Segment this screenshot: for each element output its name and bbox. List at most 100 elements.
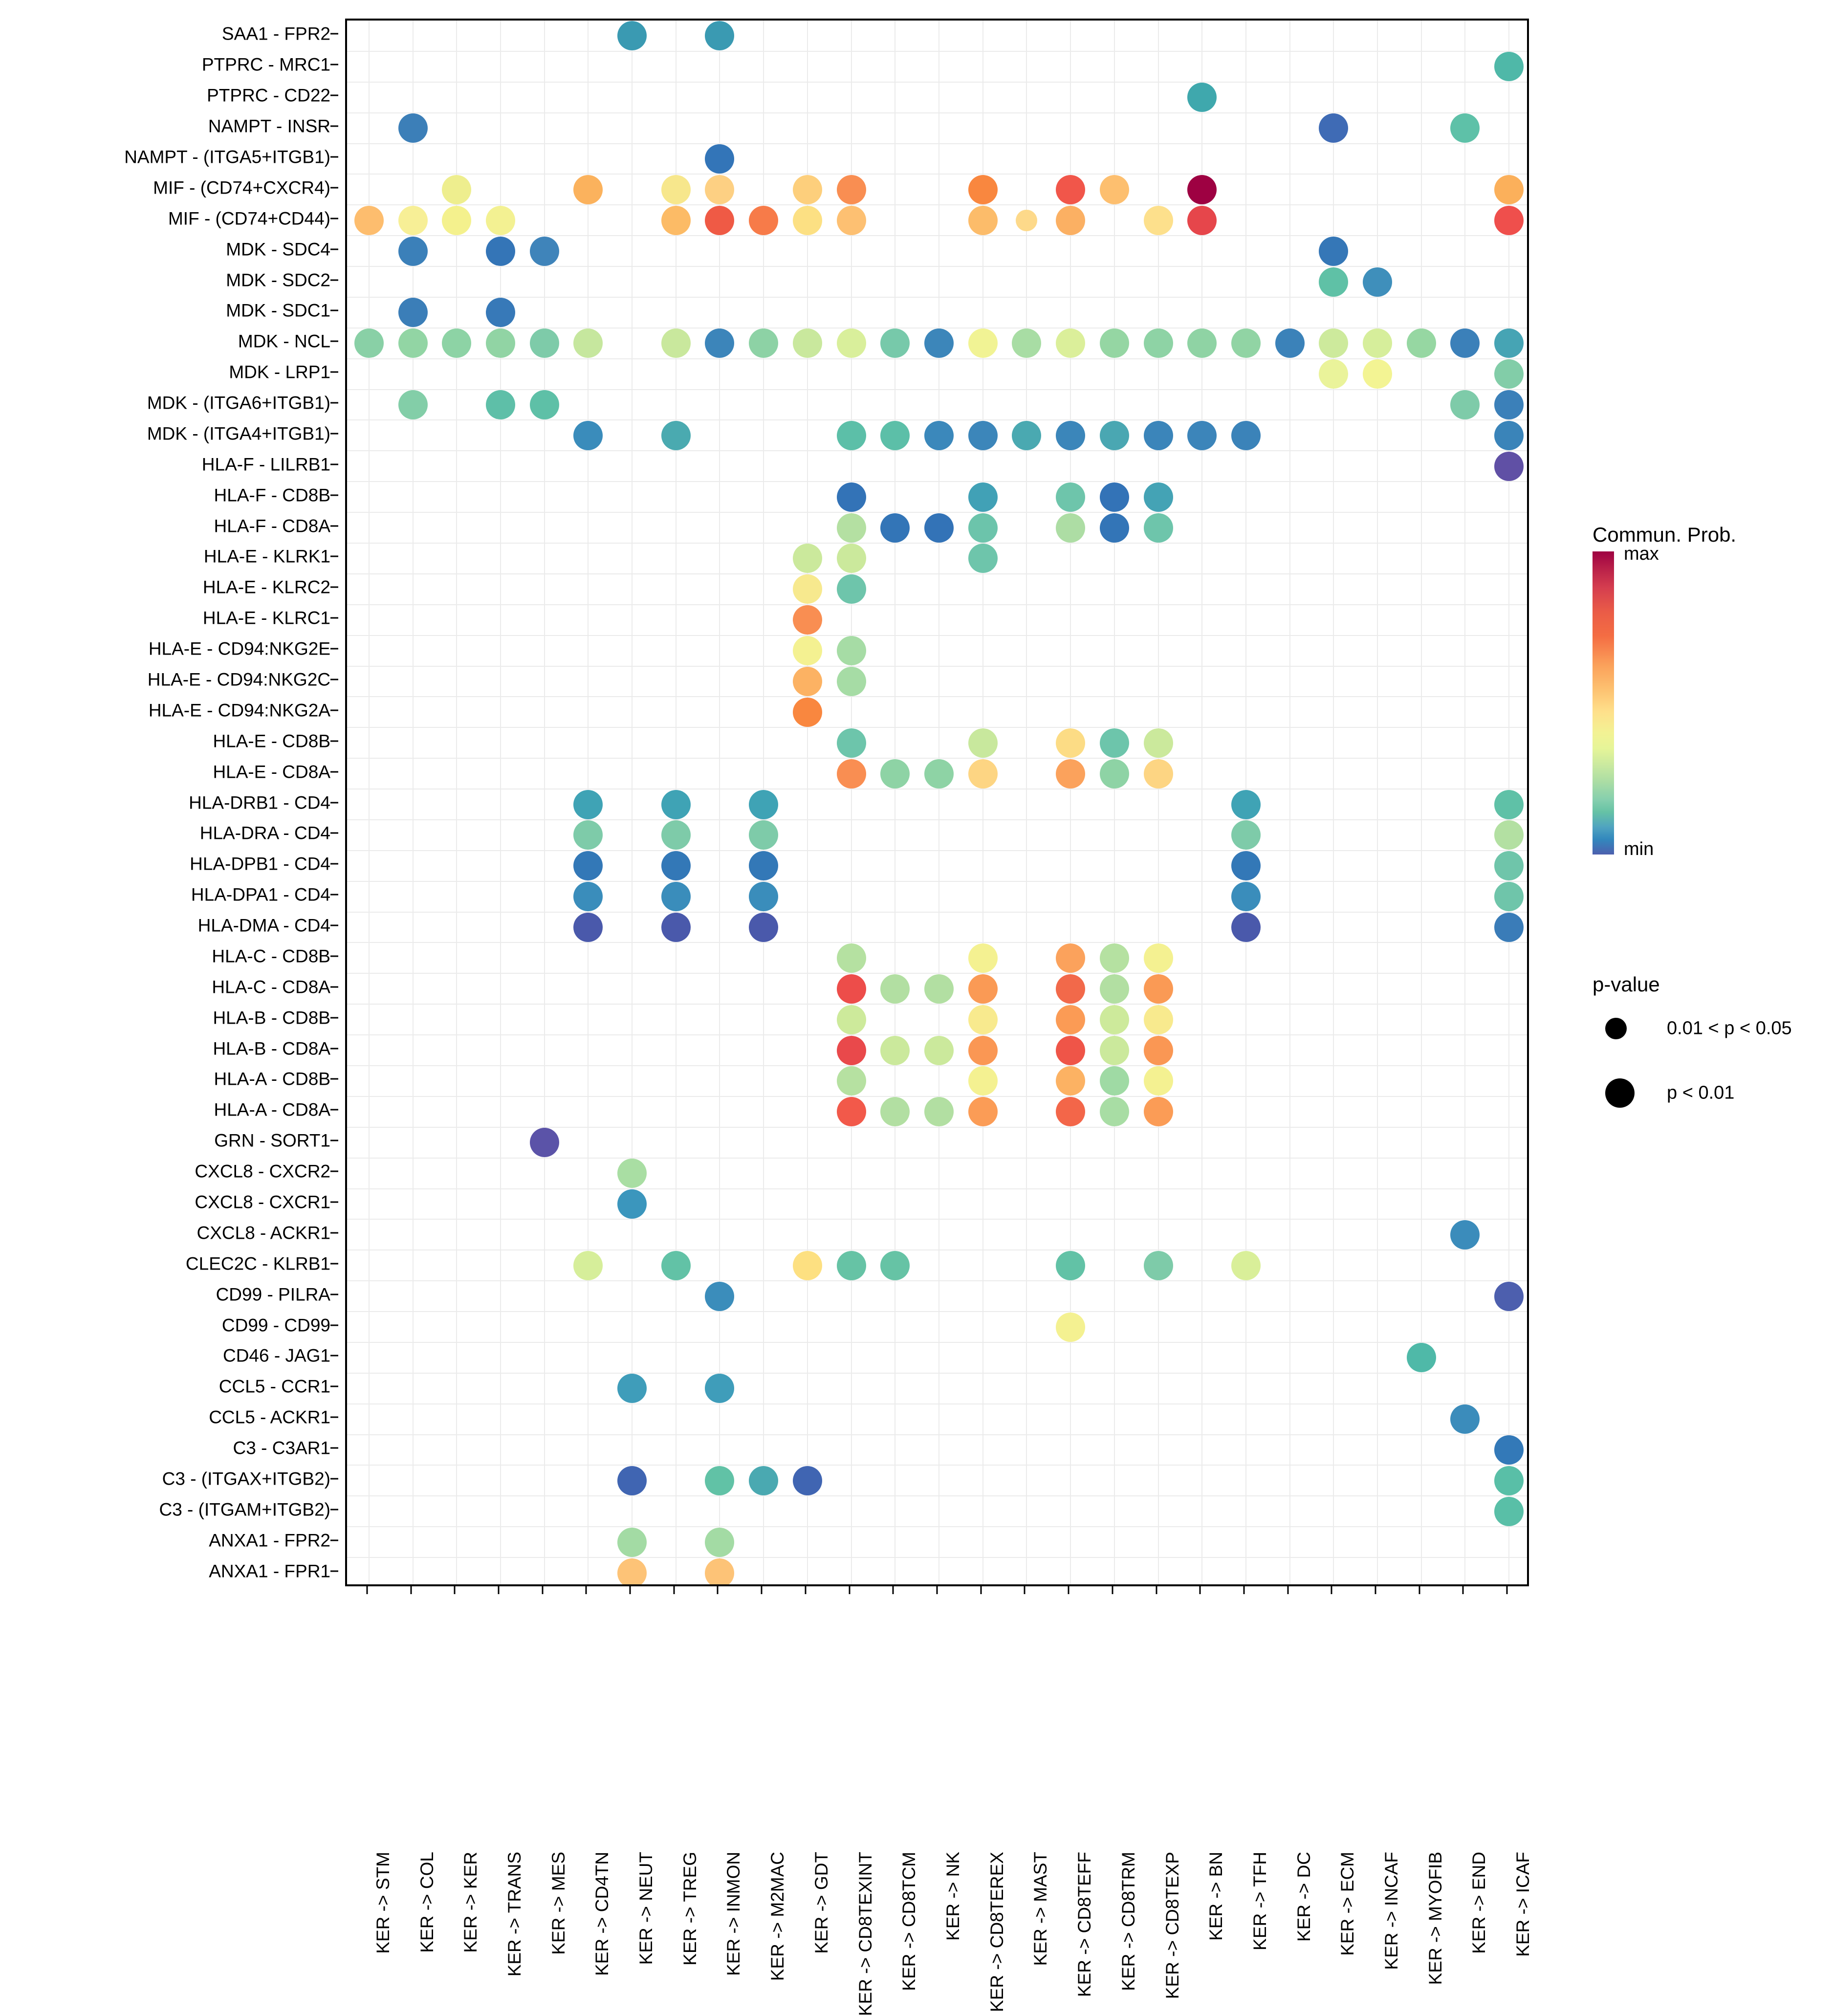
bubble-point — [1012, 420, 1042, 450]
bubble-point — [880, 329, 910, 358]
y-axis-tick-label: MDK - SDC4 — [226, 239, 330, 260]
y-axis-tick-mark — [330, 125, 338, 127]
bubble-point — [792, 544, 822, 573]
bubble-point — [1099, 513, 1129, 543]
bubble-point — [1056, 1035, 1086, 1065]
bubble-point — [1363, 359, 1393, 389]
grid-line-horizontal — [347, 296, 1527, 298]
y-axis-tick-mark — [330, 433, 338, 435]
grid-line-vertical — [632, 21, 633, 1584]
y-axis-tick-label: HLA-DRB1 - CD4 — [189, 792, 330, 812]
y-axis-tick-mark — [330, 740, 338, 742]
grid-line-horizontal — [347, 450, 1527, 452]
y-axis-tick-mark — [330, 1509, 338, 1511]
grid-line-vertical — [368, 21, 370, 1584]
bubble-point — [880, 420, 910, 450]
bubble-point — [485, 298, 515, 328]
bubble-point — [1056, 1066, 1086, 1096]
bubble-point — [1056, 1312, 1086, 1342]
bubble-point — [1143, 1035, 1173, 1065]
bubble-point — [1494, 1281, 1524, 1311]
bubble-point — [749, 820, 779, 850]
x-axis-tick-mark — [498, 1586, 500, 1594]
bubble-point — [1143, 1066, 1173, 1096]
bubble-point — [661, 329, 691, 358]
bubble-point — [661, 789, 691, 819]
size-legend-label: p < 0.01 — [1667, 1082, 1735, 1103]
bubble-point — [749, 205, 779, 235]
x-axis-tick-mark — [1506, 1586, 1508, 1594]
x-axis-tick-label: KER -> CD8TCM — [899, 1852, 919, 1991]
bubble-point — [836, 482, 866, 512]
y-axis-labels: SAA1 - FPR2 PTPRC - MRC1 PTPRC - CD22 NAMPT… — [0, 19, 330, 1586]
y-axis-tick-label: CCL5 - CCR1 — [218, 1376, 330, 1397]
grid-line-horizontal — [347, 143, 1527, 144]
grid-line-horizontal — [347, 1249, 1527, 1251]
bubble-point — [1099, 1035, 1129, 1065]
y-axis-tick-mark — [330, 709, 338, 711]
y-axis-tick-mark — [330, 894, 338, 896]
x-axis-tick-mark — [849, 1586, 851, 1594]
x-axis-tick-label: KER -> ICAF — [1513, 1852, 1533, 1957]
bubble-point — [1187, 420, 1217, 450]
y-axis-tick-label: HLA-E - KLRC2 — [202, 577, 330, 597]
bubble-point — [880, 974, 910, 1004]
bubble-point — [1099, 420, 1129, 450]
bubble-point — [529, 236, 559, 266]
bubble-point — [968, 1005, 998, 1034]
grid-line-horizontal — [347, 1372, 1527, 1374]
y-axis-tick-mark — [330, 1570, 338, 1572]
y-axis-tick-mark — [330, 218, 338, 219]
bubble-point — [792, 605, 822, 635]
bubble-point — [442, 329, 472, 358]
grid-line-vertical — [1333, 21, 1334, 1584]
bubble-point — [836, 759, 866, 789]
grid-line-horizontal — [347, 973, 1527, 974]
grid-line-horizontal — [347, 1219, 1527, 1220]
plot-panel — [345, 19, 1529, 1586]
grid-line-horizontal — [347, 1557, 1527, 1558]
grid-line-vertical — [938, 21, 939, 1584]
y-axis-tick-mark — [330, 1416, 338, 1418]
bubble-point — [968, 943, 998, 973]
bubble-point — [573, 882, 603, 912]
y-axis-tick-label: HLA-C - CD8B — [212, 946, 330, 966]
y-axis-tick-label: MDK - (ITGA4+ITGB1) — [147, 423, 330, 444]
bubble-point — [792, 697, 822, 727]
bubble-point — [617, 1374, 647, 1403]
y-axis-tick-label: HLA-E - KLRC1 — [202, 608, 330, 628]
x-axis-tick-label: KER -> M2MAC — [767, 1852, 788, 1981]
bubble-point — [1275, 329, 1305, 358]
x-axis-tick-label: KER -> CD8TEXP — [1162, 1852, 1182, 1999]
x-axis-tick-label: KER -> CD8TEXINT — [855, 1852, 875, 2016]
bubble-point — [1099, 728, 1129, 758]
x-axis-ticks — [345, 1586, 1529, 1595]
bubble-point — [836, 1066, 866, 1096]
y-axis-tick-label: NAMPT - (ITGA5+ITGB1) — [124, 147, 330, 167]
bubble-point — [1187, 329, 1217, 358]
bubble-point — [1231, 420, 1261, 450]
grid-line-horizontal — [347, 266, 1527, 267]
bubble-point — [1143, 1097, 1173, 1127]
y-axis-tick-mark — [330, 340, 338, 342]
bubble-point — [1231, 1250, 1261, 1280]
y-axis-tick-label: C3 - (ITGAM+ITGB2) — [159, 1499, 330, 1520]
grid-line-vertical — [1289, 21, 1290, 1584]
grid-line-vertical — [1420, 21, 1422, 1584]
x-axis-tick-label: KER -> MES — [548, 1852, 568, 1955]
y-axis-tick-mark — [330, 1385, 338, 1387]
x-axis-tick-mark — [892, 1586, 894, 1594]
colorbar-max-label: max — [1624, 544, 1659, 564]
x-axis-tick-mark — [1024, 1586, 1026, 1594]
y-axis-tick-mark — [330, 586, 338, 588]
color-legend-title: Commun. Prob. — [1593, 523, 1737, 546]
y-axis-tick-label: HLA-DMA - CD4 — [197, 915, 330, 936]
grid-line-horizontal — [347, 1157, 1527, 1159]
grid-line-horizontal — [347, 819, 1527, 820]
bubble-point — [924, 1097, 954, 1127]
bubble-point — [398, 390, 428, 420]
grid-line-horizontal — [347, 1526, 1527, 1528]
y-axis-tick-label: SAA1 - FPR2 — [221, 23, 330, 44]
colorbar-gradient — [1593, 551, 1614, 855]
grid-line-horizontal — [347, 1280, 1527, 1282]
